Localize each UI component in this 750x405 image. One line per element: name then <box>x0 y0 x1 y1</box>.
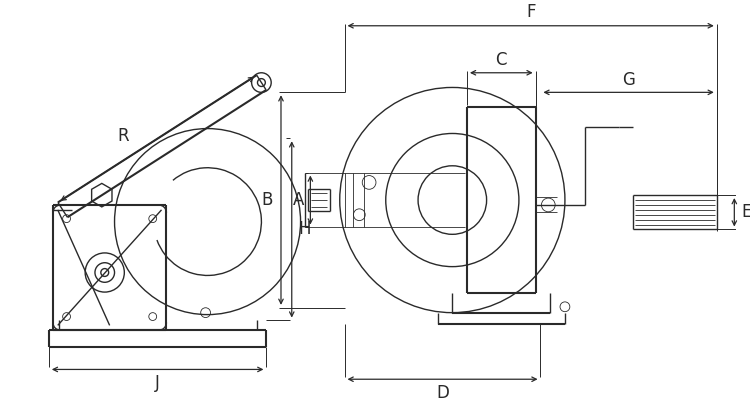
Text: B: B <box>262 191 273 209</box>
Text: G: G <box>622 70 635 89</box>
Text: H: H <box>298 220 310 239</box>
Text: F: F <box>526 3 536 21</box>
Text: D: D <box>436 384 449 402</box>
Text: A: A <box>293 191 304 209</box>
Text: E: E <box>742 203 750 221</box>
Text: R: R <box>117 128 129 145</box>
Text: C: C <box>496 51 507 69</box>
Text: J: J <box>155 374 160 392</box>
